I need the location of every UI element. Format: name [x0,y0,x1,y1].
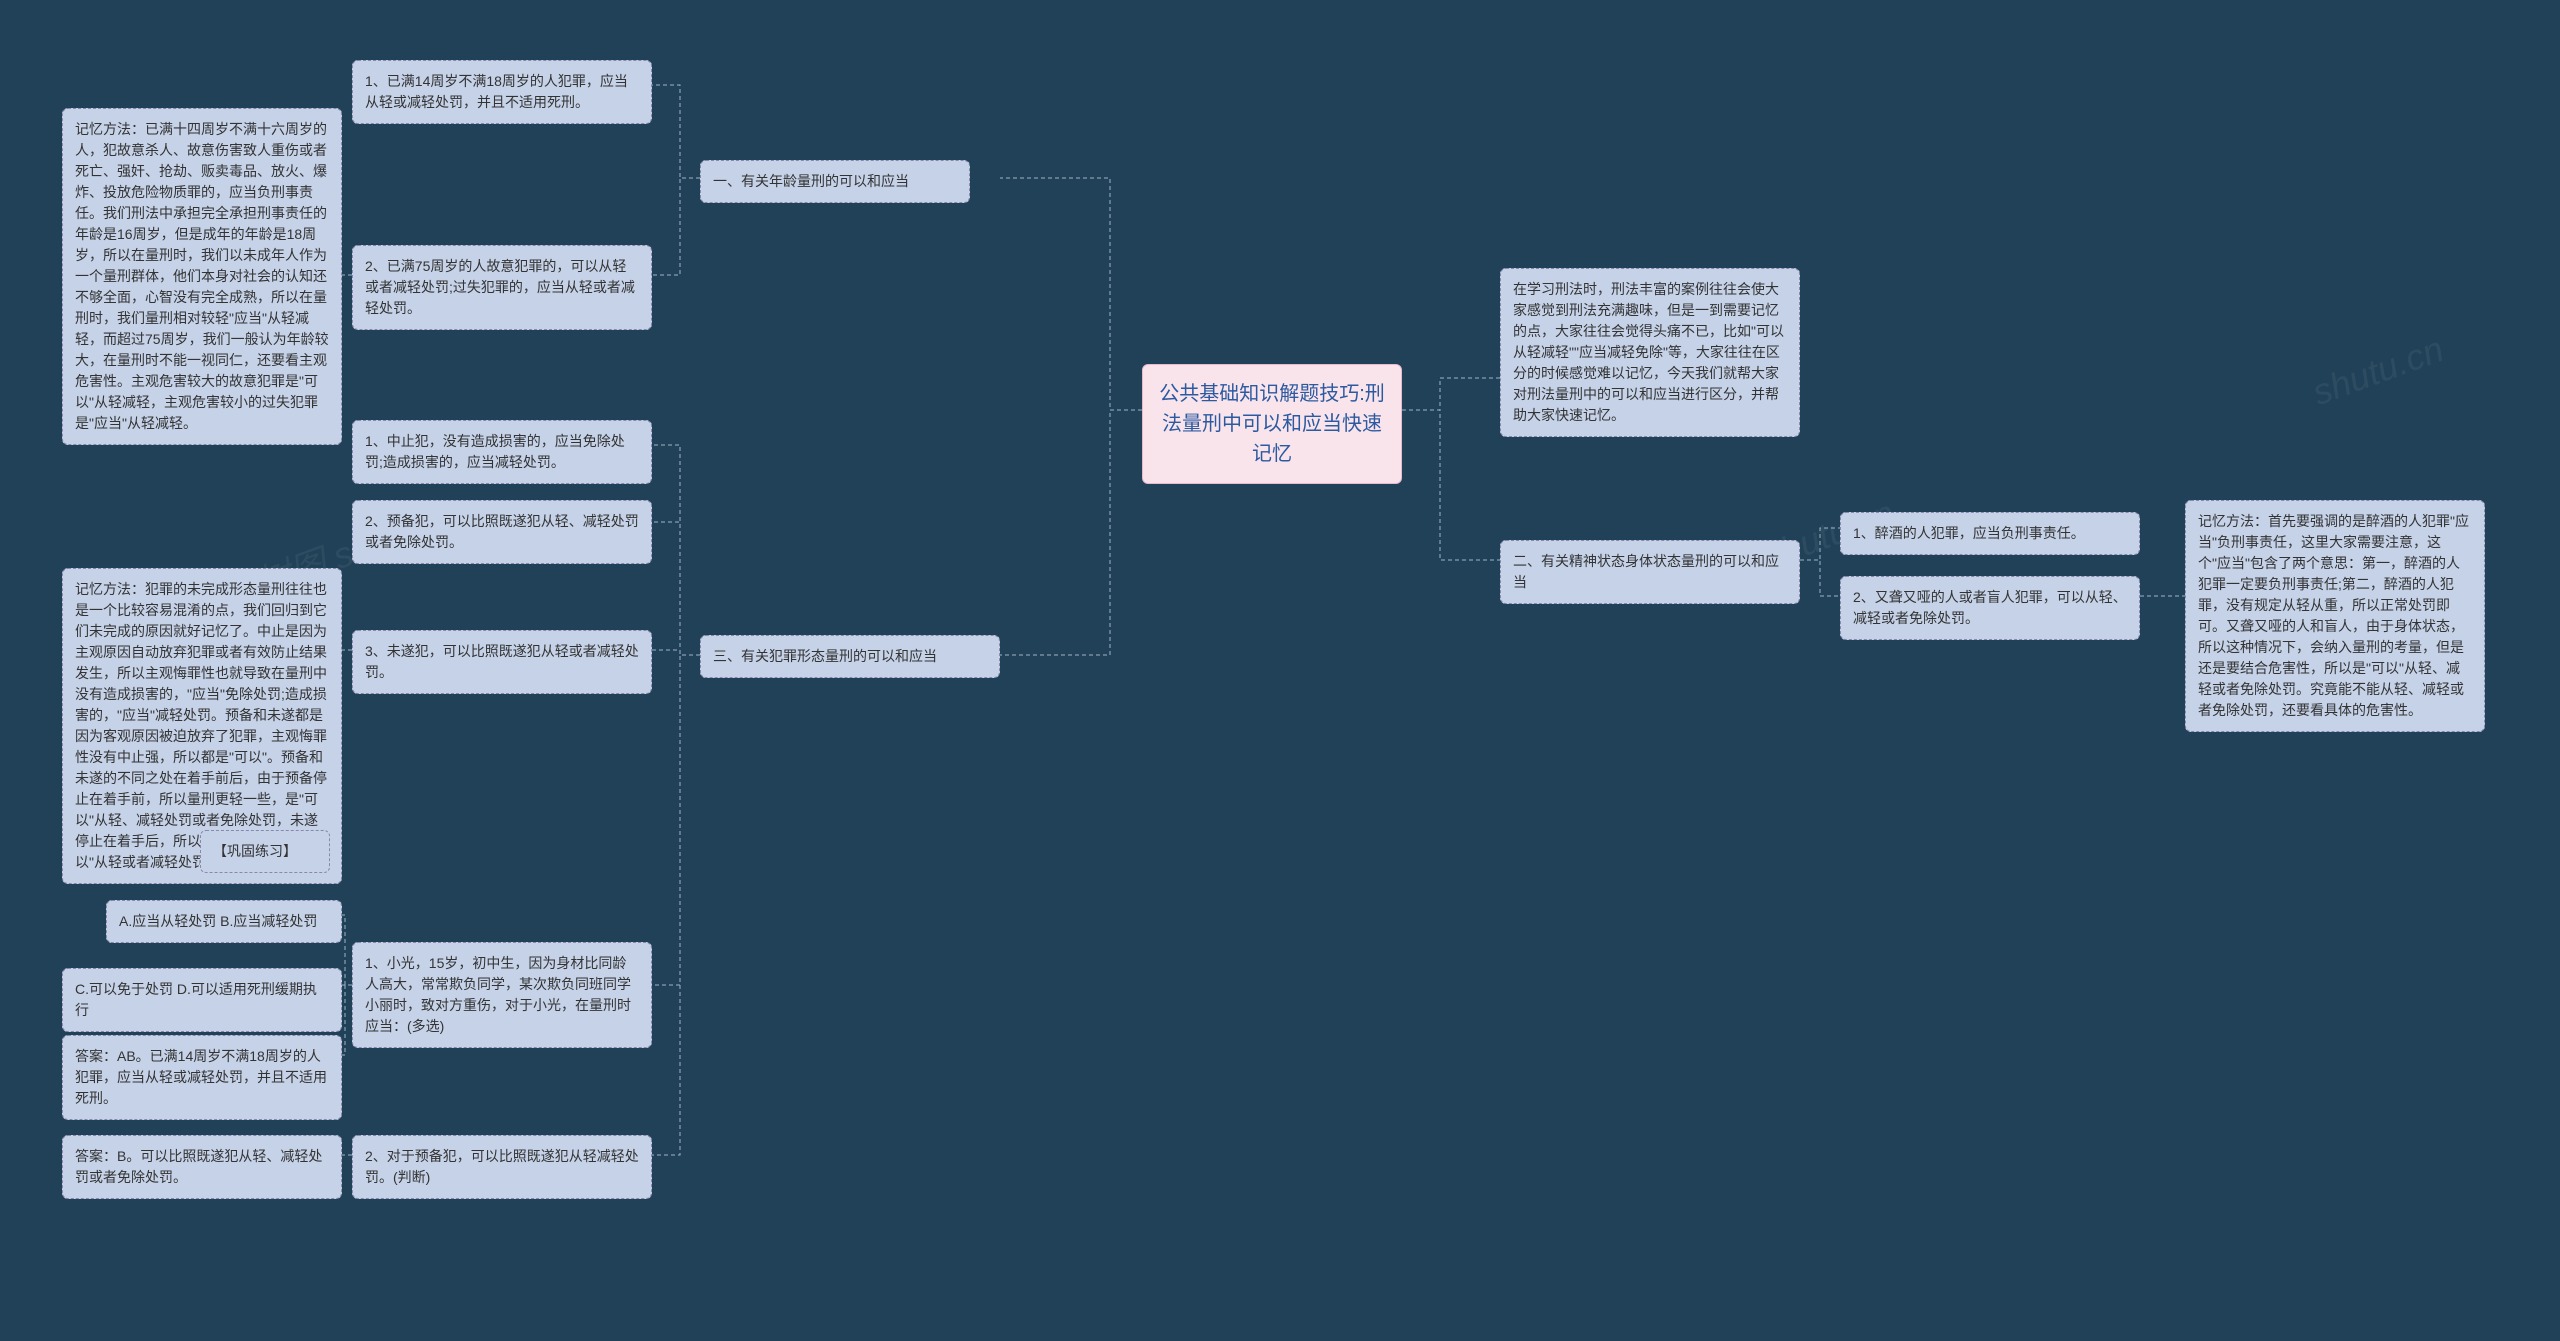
exercise-title: 【巩固练习】 [200,830,330,873]
watermark: shutu.cn [2307,328,2449,414]
s3-point-1: 1、中止犯，没有造成损害的，应当免除处罚;造成损害的，应当减轻处罚。 [352,420,652,484]
s1-point-2: 2、已满75周岁的人故意犯罪的，可以从轻或者减轻处罚;过失犯罪的，应当从轻或者减… [352,245,652,330]
root-node: 公共基础知识解题技巧:刑法量刑中可以和应当快速记忆 [1142,364,1402,484]
s3-point-3: 3、未遂犯，可以比照既遂犯从轻或者减轻处罚。 [352,630,652,694]
section-3: 三、有关犯罪形态量刑的可以和应当 [700,635,1000,678]
s2-memory: 记忆方法：首先要强调的是醉酒的人犯罪"应当"负刑事责任，这里大家需要注意，这个"… [2185,500,2485,732]
exercise-2: 2、对于预备犯，可以比照既遂犯从轻减轻处罚。(判断) [352,1135,652,1199]
exercise-1-cd: C.可以免于处罚 D.可以适用死刑缓期执行 [62,968,342,1032]
s2-point-1: 1、醉酒的人犯罪，应当负刑事责任。 [1840,512,2140,555]
s1-point-1: 1、已满14周岁不满18周岁的人犯罪，应当从轻或减轻处罚，并且不适用死刑。 [352,60,652,124]
exercise-1-answer: 答案：AB。已满14周岁不满18周岁的人犯罪，应当从轻或减轻处罚，并且不适用死刑… [62,1035,342,1120]
s3-point-2: 2、预备犯，可以比照既遂犯从轻、减轻处罚或者免除处罚。 [352,500,652,564]
section-2: 二、有关精神状态身体状态量刑的可以和应当 [1500,540,1800,604]
s1-memory: 记忆方法：已满十四周岁不满十六周岁的人，犯故意杀人、故意伤害致人重伤或者死亡、强… [62,108,342,445]
section-1: 一、有关年龄量刑的可以和应当 [700,160,970,203]
exercise-1: 1、小光，15岁，初中生，因为身材比同龄人高大，常常欺负同学，某次欺负同班同学小… [352,942,652,1048]
s2-point-2: 2、又聋又哑的人或者盲人犯罪，可以从轻、减轻或者免除处罚。 [1840,576,2140,640]
exercise-2-answer: 答案：B。可以比照既遂犯从轻、减轻处罚或者免除处罚。 [62,1135,342,1199]
intro-node: 在学习刑法时，刑法丰富的案例往往会使大家感觉到刑法充满趣味，但是一到需要记忆的点… [1500,268,1800,437]
exercise-1-ab: A.应当从轻处罚 B.应当减轻处罚 [106,900,342,943]
